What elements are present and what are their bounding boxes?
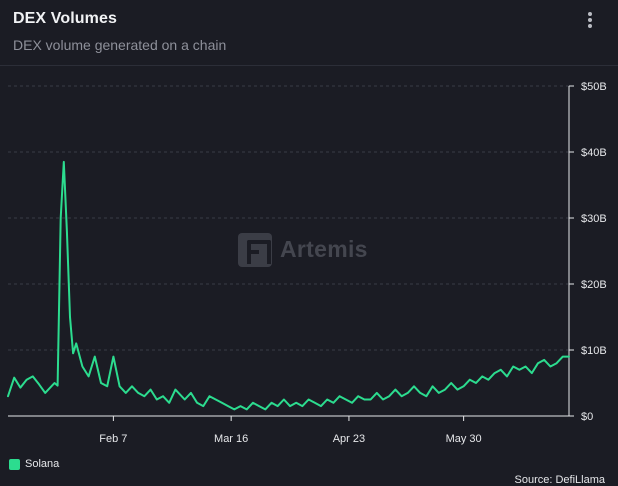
x-tick-label: Feb 7 xyxy=(99,433,127,445)
x-tick-label: Apr 23 xyxy=(333,433,365,445)
y-tick-label: $50B xyxy=(581,81,607,93)
legend-swatch xyxy=(9,459,20,470)
chart-title: DEX Volumes xyxy=(13,10,117,27)
x-tick-label: Mar 16 xyxy=(214,433,248,445)
legend-label: Solana xyxy=(25,458,60,470)
card-header: DEX Volumes DEX volume generated on a ch… xyxy=(0,0,618,66)
y-tick-label: $20B xyxy=(581,279,607,291)
y-tick-label: $40B xyxy=(581,147,607,159)
menu-dot xyxy=(588,24,592,28)
y-tick-label: $0 xyxy=(581,411,593,423)
x-tick-label: May 30 xyxy=(446,433,482,445)
source-note: Source: DefiLlama xyxy=(514,474,606,486)
more-vertical-icon[interactable] xyxy=(583,10,597,30)
menu-dot xyxy=(588,12,592,16)
y-tick-label: $30B xyxy=(581,213,607,225)
menu-dot xyxy=(588,18,592,22)
line-chart: $0 $10B $20B $30B $40B $50B Feb 7 Mar 16 Apr 23 M… xyxy=(7,81,607,445)
chart-subtitle: DEX volume generated on a chain xyxy=(13,37,227,53)
y-tick-label: $10B xyxy=(581,345,607,357)
series-line-solana xyxy=(7,160,570,411)
